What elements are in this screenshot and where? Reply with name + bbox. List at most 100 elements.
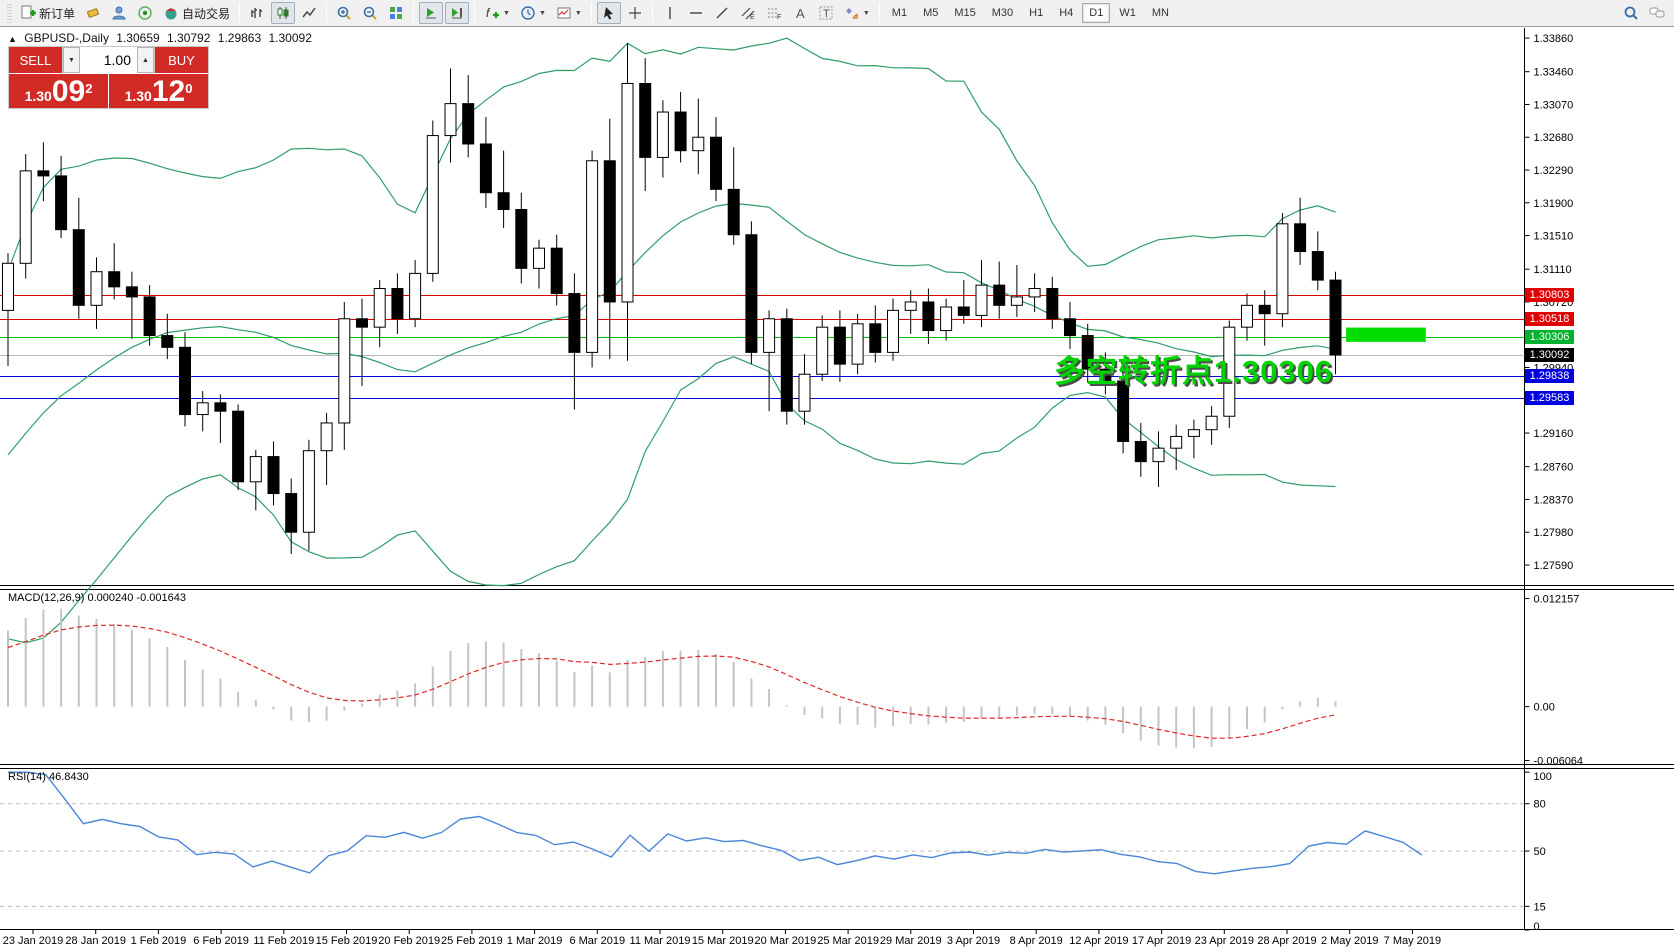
timeframe-d1-button[interactable]: D1 <box>1082 3 1111 23</box>
svg-text:0.012157: 0.012157 <box>1534 594 1580 606</box>
doc-plus-icon <box>21 5 36 19</box>
toolbar-grip[interactable] <box>7 3 12 23</box>
sell-price-big: 09 <box>51 75 86 108</box>
svg-text:1 Mar 2019: 1 Mar 2019 <box>507 935 563 947</box>
svg-text:7 May 2019: 7 May 2019 <box>1384 935 1441 947</box>
svg-text:28 Jan 2019: 28 Jan 2019 <box>65 935 126 947</box>
signals-button[interactable] <box>133 2 157 24</box>
search-button[interactable] <box>1619 2 1643 24</box>
zoom-in-icon <box>337 6 351 20</box>
cursor-button[interactable] <box>596 2 621 24</box>
chevron-down-icon[interactable]: ▼ <box>862 9 870 17</box>
toolbar-separator <box>474 3 476 23</box>
svg-text:1.27980: 1.27980 <box>1534 527 1574 539</box>
svg-text:1.33860: 1.33860 <box>1534 33 1574 45</box>
line-chart-button[interactable] <box>297 2 321 24</box>
fibonacci-button[interactable]: F <box>762 2 786 24</box>
svg-text:1 Feb 2019: 1 Feb 2019 <box>131 935 187 947</box>
arrows-button[interactable]: ▼ <box>840 2 874 24</box>
svg-text:8 Apr 2019: 8 Apr 2019 <box>1010 935 1063 947</box>
macd-pane: 0.012157 0.00 -0.006064 <box>7 594 1583 768</box>
bar-chart-button[interactable] <box>245 2 269 24</box>
text-label-button[interactable]: T <box>814 2 838 24</box>
svg-text:80: 80 <box>1534 799 1546 811</box>
timeframe-m15-button[interactable]: M15 <box>954 7 976 19</box>
new-order-button[interactable]: 新订单 <box>16 2 79 24</box>
chart-shift-button[interactable] <box>445 2 470 24</box>
auto-scroll-button[interactable] <box>419 2 444 24</box>
volume-decrease-button[interactable]: ▼ <box>63 47 80 73</box>
vertical-line-button[interactable] <box>658 2 682 24</box>
svg-text:1.33460: 1.33460 <box>1534 67 1574 79</box>
svg-text:6 Mar 2019: 6 Mar 2019 <box>569 935 625 947</box>
tile-windows-button[interactable] <box>384 2 408 24</box>
svg-text:1.28370: 1.28370 <box>1534 494 1574 506</box>
trend-line-button[interactable] <box>710 2 734 24</box>
sell-price-button[interactable]: 1.30 09 2 <box>9 74 108 108</box>
text-button[interactable]: A <box>788 2 812 24</box>
svg-text:A: A <box>796 6 805 21</box>
crosshair-icon <box>628 7 641 19</box>
price-level-badge: 1.29583 <box>1525 391 1574 405</box>
timeframe-w1-button[interactable]: W1 <box>1119 7 1136 19</box>
highlight-box <box>1346 327 1426 342</box>
chevron-down-icon[interactable]: ▼ <box>503 9 510 17</box>
horizontal-line-button[interactable] <box>684 2 708 24</box>
periods-button[interactable]: ▼ <box>516 2 550 24</box>
price-level-badge: 1.30306 <box>1525 330 1574 344</box>
candles-icon <box>277 7 289 19</box>
templates-button[interactable]: ▼ <box>552 2 586 24</box>
volume-input[interactable]: 1.00 <box>103 52 131 68</box>
svg-text:29 Mar 2019: 29 Mar 2019 <box>880 935 942 947</box>
eraser-icon <box>87 8 99 18</box>
buy-price-button[interactable]: 1.30 12 0 <box>109 74 208 108</box>
signal-icon <box>138 6 152 20</box>
horizontal-level-lines <box>0 295 1525 399</box>
zoom-out-icon <box>363 6 377 20</box>
timeframe-m5-button[interactable]: M5 <box>923 7 939 19</box>
svg-text:11 Mar 2019: 11 Mar 2019 <box>630 935 691 947</box>
candle-chart-button[interactable] <box>271 2 296 24</box>
chat-button[interactable] <box>1645 2 1669 24</box>
sell-price-prefix: 1.30 <box>24 88 52 104</box>
indicators-button[interactable]: f ▼ <box>480 2 514 24</box>
timeframe-m1-button[interactable]: M1 <box>891 7 908 19</box>
price-level-badge: 1.30518 <box>1525 312 1574 326</box>
timeframe-m30-button[interactable]: M30 <box>991 7 1014 19</box>
buy-button[interactable]: BUY <box>155 47 208 73</box>
autotrading-button[interactable]: 自动交易 <box>159 2 234 24</box>
timeframe-h1-button[interactable]: H1 <box>1029 7 1044 19</box>
price-level-badge: 1.30803 <box>1525 288 1574 302</box>
svg-text:17 Apr 2019: 17 Apr 2019 <box>1132 935 1191 947</box>
chart-profile-button[interactable] <box>81 2 105 24</box>
svg-text:1.28760: 1.28760 <box>1534 462 1574 474</box>
channel-icon: E <box>741 7 755 21</box>
svg-text:25 Mar 2019: 25 Mar 2019 <box>817 935 879 947</box>
collapse-panel-icon[interactable]: ▲ <box>8 34 17 44</box>
zoom-out-button[interactable] <box>358 2 382 24</box>
svg-text:25 Feb 2019: 25 Feb 2019 <box>441 935 503 947</box>
crosshair-button[interactable] <box>623 2 647 24</box>
sell-button[interactable]: SELL <box>9 47 62 73</box>
market-watch-button[interactable] <box>107 2 131 24</box>
chevron-down-icon[interactable]: ▼ <box>574 9 582 17</box>
svg-text:23 Apr 2019: 23 Apr 2019 <box>1195 935 1254 947</box>
chevron-down-icon[interactable]: ▼ <box>538 9 546 17</box>
bollinger-bands <box>7 37 1336 644</box>
textA-icon: A <box>796 6 805 21</box>
autotrade-icon <box>165 8 177 20</box>
vline-icon <box>669 7 671 19</box>
volume-increase-button[interactable]: ▲ <box>137 47 154 73</box>
svg-text:1.31110: 1.31110 <box>1534 264 1572 276</box>
price-level-badge: 1.29838 <box>1525 369 1574 383</box>
svg-text:1.29160: 1.29160 <box>1534 428 1574 440</box>
polyline-icon <box>302 7 316 18</box>
svg-text:50: 50 <box>1534 846 1546 858</box>
equidistant-channel-button[interactable]: E <box>736 2 760 24</box>
zoom-in-button[interactable] <box>332 2 356 24</box>
timeframe-mn-button[interactable]: MN <box>1151 7 1169 19</box>
autoscroll-icon <box>426 8 437 19</box>
timeframe-h4-button[interactable]: H4 <box>1059 7 1074 19</box>
sell-price-sup: 2 <box>85 81 93 96</box>
